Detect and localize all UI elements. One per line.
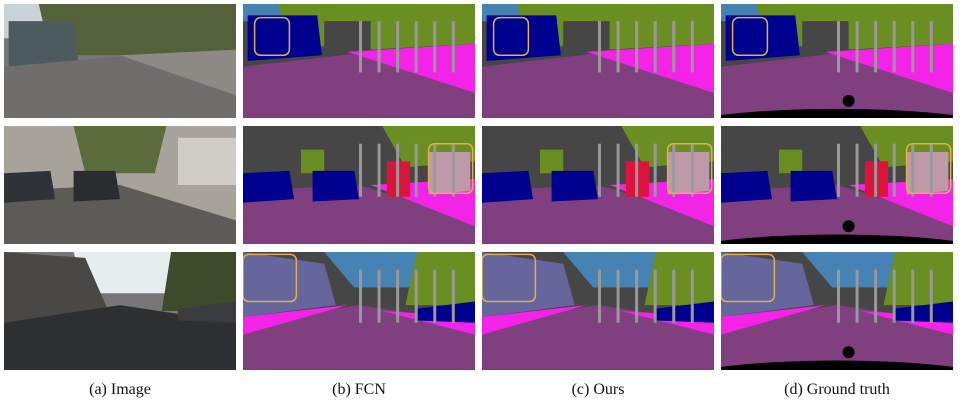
region [4,171,55,203]
pole [911,144,914,197]
pole [893,270,896,323]
region [248,15,322,61]
pole [396,270,399,323]
caption: (a) Image [4,381,236,399]
pole [654,21,657,72]
pole [856,270,859,323]
region [243,171,294,203]
pole [452,21,455,72]
pole [378,270,381,323]
panel [4,126,236,244]
pole [433,21,436,72]
pole [837,270,840,323]
panel [482,126,714,244]
pole [911,270,914,323]
pole [617,21,620,72]
pole [930,21,933,72]
pole [598,270,601,323]
region [482,171,533,203]
region [324,21,370,52]
pole [837,144,840,197]
panel [4,4,236,118]
pole [617,270,620,323]
caption: (b) FCN [243,381,475,399]
region [313,171,359,202]
pole [433,270,436,323]
region [779,150,802,174]
pole [415,21,418,72]
pole [452,270,455,323]
pole [691,144,694,197]
region [162,252,236,311]
pole [672,21,675,72]
pole [691,21,694,72]
region [9,21,79,67]
figure: (a) Image (b) FCN (c) Ours (d) Ground tr… [0,0,964,408]
pole [415,270,418,323]
panel [675,252,964,380]
pole [635,21,638,72]
pole [911,21,914,72]
region [74,126,167,173]
mark [843,346,855,358]
region [721,171,772,203]
pole [359,144,362,197]
region [552,171,598,202]
region [178,138,236,185]
region [802,21,848,52]
pole [635,144,638,197]
caption: (d) Ground truth [721,381,953,399]
pole [378,144,381,197]
pole [856,144,859,197]
pole [874,270,877,323]
pole [874,21,877,72]
panel [243,126,475,244]
pole [654,144,657,197]
panel [243,252,475,370]
pole [874,144,877,197]
pole [672,270,675,323]
panel [4,252,236,370]
region [540,150,563,174]
pole [396,144,399,197]
region [563,21,609,52]
region [301,150,324,174]
pole [930,144,933,197]
region [791,171,837,202]
pole [672,144,675,197]
caption: (c) Ours [482,381,714,399]
pole [635,270,638,323]
mark [843,220,855,232]
pole [433,144,436,197]
pole [359,21,362,72]
pole [598,144,601,197]
pole [893,144,896,197]
pole [617,144,620,197]
image-grid [0,0,964,380]
pole [691,270,694,323]
pole [856,21,859,72]
mark [843,95,855,107]
pole [930,270,933,323]
pole [359,270,362,323]
region [726,15,800,61]
pole [452,144,455,197]
pole [415,144,418,197]
region [487,15,561,61]
pole [654,270,657,323]
pole [378,21,381,72]
pole [598,21,601,72]
pole [837,21,840,72]
pole [893,21,896,72]
region [74,171,120,202]
panel [243,4,475,118]
panel [482,252,714,370]
panel [482,4,714,118]
pole [396,21,399,72]
